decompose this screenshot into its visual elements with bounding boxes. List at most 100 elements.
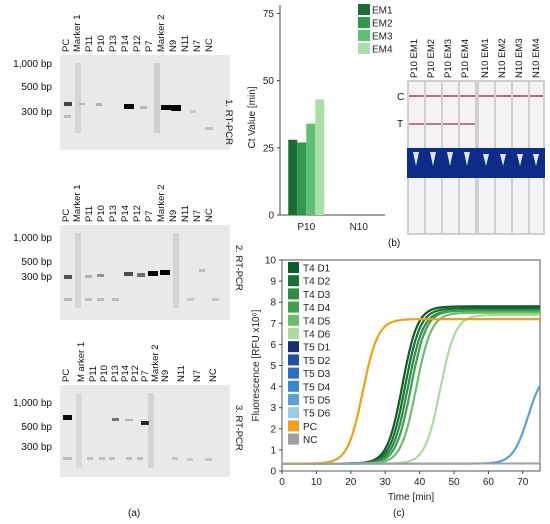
legend-label: T5 D5 [303, 396, 331, 407]
legend-swatch [358, 30, 370, 41]
series-line [282, 317, 540, 465]
gel-bands [63, 393, 212, 468]
legend-label: T5 D4 [303, 382, 331, 393]
legend-swatch [288, 301, 299, 313]
x-tick-label: 50 [448, 477, 460, 488]
bp-label: 1,000 bp [13, 59, 52, 70]
y-axis-label: Fluorescence [RFU x10⁶] [251, 309, 262, 421]
lane-label: Marker 1 [72, 184, 83, 222]
lane-label: N7 [192, 39, 203, 52]
lane-label: PC [61, 368, 72, 382]
lane-label: N11 [180, 205, 191, 222]
legend-swatch [288, 354, 299, 366]
gel-side-label: 1. RT-PCR [223, 99, 234, 145]
legend-swatch [288, 407, 299, 419]
y-tick-label: 3 [270, 403, 276, 414]
bp-label: 300 bp [21, 442, 52, 453]
legend-swatch [358, 4, 370, 15]
x-axis-label: Time [min] [388, 492, 435, 503]
gel-side-label: 2. RT-PCR [233, 245, 244, 291]
legend-label: T5 D6 [303, 409, 331, 420]
gel-image [60, 55, 230, 150]
x-tick-label: 70 [517, 477, 529, 488]
bp-label: 1,000 bp [13, 233, 52, 244]
gel-bands [64, 63, 213, 133]
lane-label: P11 [84, 205, 95, 222]
legend-label: T5 D1 [303, 343, 331, 354]
strip-panel: P10 EM1 P10 EM2 P10 EM3 P10 EM4 N10 EM1 … [395, 0, 545, 235]
strip-lane-label: P10 EM3 [443, 38, 454, 78]
lane-label: P11 [84, 35, 95, 52]
x-tick-label: N10 [350, 222, 369, 233]
y-tick-label: 5 [270, 361, 276, 372]
legend-swatch [288, 420, 299, 432]
legend-swatch [288, 314, 299, 326]
x-tick-label: 30 [380, 477, 392, 488]
bar [297, 142, 307, 215]
bp-label: 500 bp [21, 257, 52, 268]
lane-label: N9 [160, 369, 171, 382]
legend-label: T5 D3 [303, 369, 331, 380]
lane-label: P12 [132, 205, 143, 222]
strip-lane-label: P10 EM1 [409, 38, 420, 78]
lane-label: N7 [192, 369, 203, 382]
legend-label: EM4 [372, 45, 393, 56]
legend-swatch [288, 262, 299, 273]
gel-side-label: 3. RT-PCR [233, 405, 244, 451]
strip-photo [407, 80, 545, 235]
ct-bar-chart: 0 25 50 75 Ct Value [min] P10 N10 EM1 EM2 EM3 EM4 [247, 4, 393, 233]
x-tick-label: 20 [345, 477, 357, 488]
strip-lane-label: P10 EM4 [460, 38, 471, 78]
legend-swatch [358, 17, 370, 28]
legend-swatch [288, 367, 299, 379]
legend-label: T5 D2 [303, 356, 331, 367]
legend-label: T4 D6 [303, 330, 331, 341]
y-tick-label: 2 [270, 424, 276, 435]
panel-label-c: (c) [393, 508, 405, 519]
legend-label: EM1 [372, 6, 393, 17]
y-tick-label: 7 [270, 319, 276, 330]
bar [315, 99, 325, 215]
bp-label: 300 bp [21, 107, 52, 118]
y-tick-label: 75 [263, 9, 275, 20]
y-tick-label: 6 [270, 340, 276, 351]
bp-label: 300 bp [21, 272, 52, 283]
lane-label: P13 [108, 205, 119, 222]
legend-swatch [288, 394, 299, 405]
lane-label: P10 [99, 365, 110, 382]
strip-lane-label: N10 EM4 [531, 38, 542, 78]
lane-label: P10 [96, 35, 107, 52]
y-tick-label: 0 [268, 211, 274, 222]
legend-label: PC [303, 422, 317, 433]
lane-label: N9 [168, 209, 179, 222]
panel-label-b: (b) [388, 238, 401, 249]
lane-label: P7 [144, 210, 155, 222]
bp-label: 1,000 bp [13, 398, 52, 409]
lane-label: P7 [144, 40, 155, 52]
bar [288, 139, 298, 215]
legend-label: EM2 [372, 19, 393, 30]
legend-label: T4 D2 [303, 277, 331, 288]
y-tick-label: 50 [263, 76, 275, 87]
y-tick-label: 0 [270, 467, 276, 478]
bp-label: 500 bp [21, 82, 52, 93]
y-tick-label: 4 [270, 382, 276, 393]
lane-label: N9 [168, 39, 179, 52]
gel-bands [64, 233, 219, 308]
y-tick-label: 8 [270, 298, 276, 309]
legend-label: EM3 [372, 32, 393, 43]
lane-label: NC [204, 38, 215, 52]
lane-label: M arker 1 [76, 341, 87, 382]
test-line-label: T [397, 119, 404, 130]
x-tick-label: 60 [483, 477, 495, 488]
x-tick-label: 40 [414, 477, 426, 488]
x-tick-label: 0 [279, 477, 285, 488]
y-tick-label: 25 [263, 143, 275, 154]
legend-label: NC [303, 435, 317, 446]
lane-label: NC [208, 368, 219, 382]
x-tick-label: P10 [297, 222, 315, 233]
gel-image [60, 385, 230, 477]
y-axis-label: Ct Value [min] [247, 86, 258, 148]
lane-label: Marker 2 [156, 184, 167, 222]
control-line-label: C [397, 92, 405, 103]
